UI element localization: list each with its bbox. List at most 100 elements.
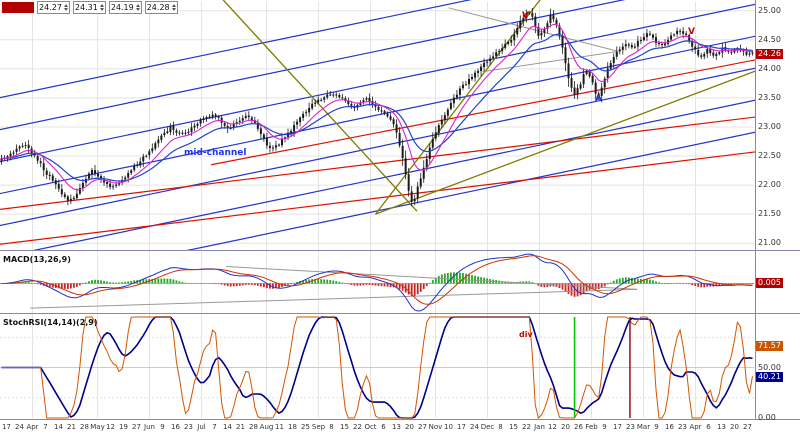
price-tick-label: 21.00 — [758, 238, 781, 248]
date-label: 13 — [392, 423, 401, 431]
date-label: 17 — [457, 423, 466, 431]
date-label: 27 — [418, 423, 427, 431]
date-label: 9 — [654, 423, 659, 431]
price-tick-label: 21.50 — [758, 209, 781, 219]
date-label: 27 — [132, 423, 141, 431]
date-label: 14 — [54, 423, 63, 431]
close-field[interactable]: 24.28 — [144, 1, 178, 14]
date-label: 19 — [119, 423, 128, 431]
macd-value-box: 0.005 — [756, 278, 783, 289]
date-label: 26 — [574, 423, 583, 431]
date-label: 23 — [678, 423, 687, 431]
low-value: 24.19 — [110, 2, 134, 12]
price-tick-label: 24.50 — [758, 34, 781, 44]
date-label: 10 — [444, 423, 453, 431]
date-label: 21 — [236, 423, 245, 431]
stoch-fast-value-box: 71.57 — [756, 340, 783, 351]
mid-channel-label: mid-channel — [184, 148, 247, 158]
date-label: Dec — [480, 423, 495, 431]
trendlines — [0, 0, 755, 250]
date-label: 9 — [602, 423, 607, 431]
date-label: 16 — [171, 423, 180, 431]
date-label: 24 — [470, 423, 479, 431]
date-label: May — [90, 423, 105, 431]
date-label: 16 — [665, 423, 674, 431]
date-label: 18 — [288, 423, 297, 431]
date-label: 7 — [43, 423, 48, 431]
stepper-icon[interactable] — [135, 4, 140, 11]
price-tick-label: 23.50 — [758, 92, 781, 102]
date-label: 15 — [340, 423, 349, 431]
date-label: 6 — [706, 423, 711, 431]
date-label: 28 — [249, 423, 258, 431]
high-field[interactable]: 24.31 — [72, 1, 106, 14]
wave-a-label: A — [595, 94, 602, 104]
date-label: 14 — [223, 423, 232, 431]
date-label: 17 — [613, 423, 622, 431]
date-label: 22 — [353, 423, 362, 431]
date-label: Jul — [197, 423, 206, 431]
last-price-box: 24.26 — [756, 48, 783, 59]
date-label: 15 — [509, 423, 518, 431]
stoch-tick-label: 50.00 — [758, 362, 781, 372]
close-value: 24.28 — [146, 2, 170, 12]
date-label: Oct — [364, 423, 377, 431]
stoch-panel-title: StochRSI(14,14)(2,9) — [3, 318, 98, 327]
date-label: Jan — [534, 423, 545, 431]
macd-panel-title: MACD(13,26,9) — [3, 255, 71, 264]
date-label: 28 — [80, 423, 89, 431]
wave-v2-label: V — [688, 27, 695, 37]
price-tick-label: 23.00 — [758, 121, 781, 131]
gridlines — [0, 0, 800, 420]
low-field[interactable]: 24.19 — [108, 1, 142, 14]
stepper-icon[interactable] — [99, 4, 104, 11]
date-label: 12 — [106, 423, 115, 431]
date-label: 13 — [717, 423, 726, 431]
price-tick-label: 25.00 — [758, 5, 781, 15]
date-label: 9 — [160, 423, 165, 431]
date-label: Apr — [689, 423, 702, 431]
stoch-slow-value-box: 40.21 — [756, 372, 783, 383]
price-tick-label: 24.00 — [758, 63, 781, 73]
open-value: 24.27 — [39, 2, 62, 12]
divergence-label: div — [519, 330, 533, 339]
stoch-tick-label: 0.00 — [758, 413, 776, 422]
date-label: 27 — [743, 423, 752, 431]
date-label: 21 — [67, 423, 76, 431]
date-label: 12 — [548, 423, 557, 431]
symbol-flag — [2, 2, 34, 13]
date-label: 23 — [184, 423, 193, 431]
date-label: 6 — [381, 423, 386, 431]
date-label: Apr — [26, 423, 39, 431]
date-label: 20 — [405, 423, 414, 431]
date-label: 22 — [522, 423, 531, 431]
date-label: Jun — [144, 423, 155, 431]
date-label: 8 — [498, 423, 503, 431]
date-label: 24 — [15, 423, 24, 431]
date-label: 17 — [2, 423, 11, 431]
date-label: Mar — [636, 423, 651, 431]
date-label: Nov — [428, 423, 443, 431]
date-label: 7 — [212, 423, 217, 431]
date-label: Sep — [311, 423, 326, 431]
stepper-icon[interactable] — [63, 4, 68, 11]
date-label: Feb — [585, 423, 598, 431]
wave-v-label: V — [522, 11, 529, 21]
date-label: 8 — [329, 423, 334, 431]
price-tick-label: 22.50 — [758, 151, 781, 160]
date-label: 20 — [561, 423, 570, 431]
date-label: 25 — [301, 423, 310, 431]
date-label: Aug — [259, 423, 274, 431]
date-label: 23 — [626, 423, 635, 431]
ohlc-toolbar: 24.27 24.31 24.19 24.28 — [2, 1, 178, 14]
indicators — [0, 253, 754, 419]
high-value: 24.31 — [74, 2, 98, 12]
candles — [0, 7, 754, 207]
date-label: 20 — [730, 423, 739, 431]
stepper-icon[interactable] — [171, 4, 176, 11]
date-label: 11 — [275, 423, 284, 431]
price-tick-label: 22.00 — [758, 180, 781, 190]
open-field[interactable]: 24.27 — [37, 1, 70, 14]
